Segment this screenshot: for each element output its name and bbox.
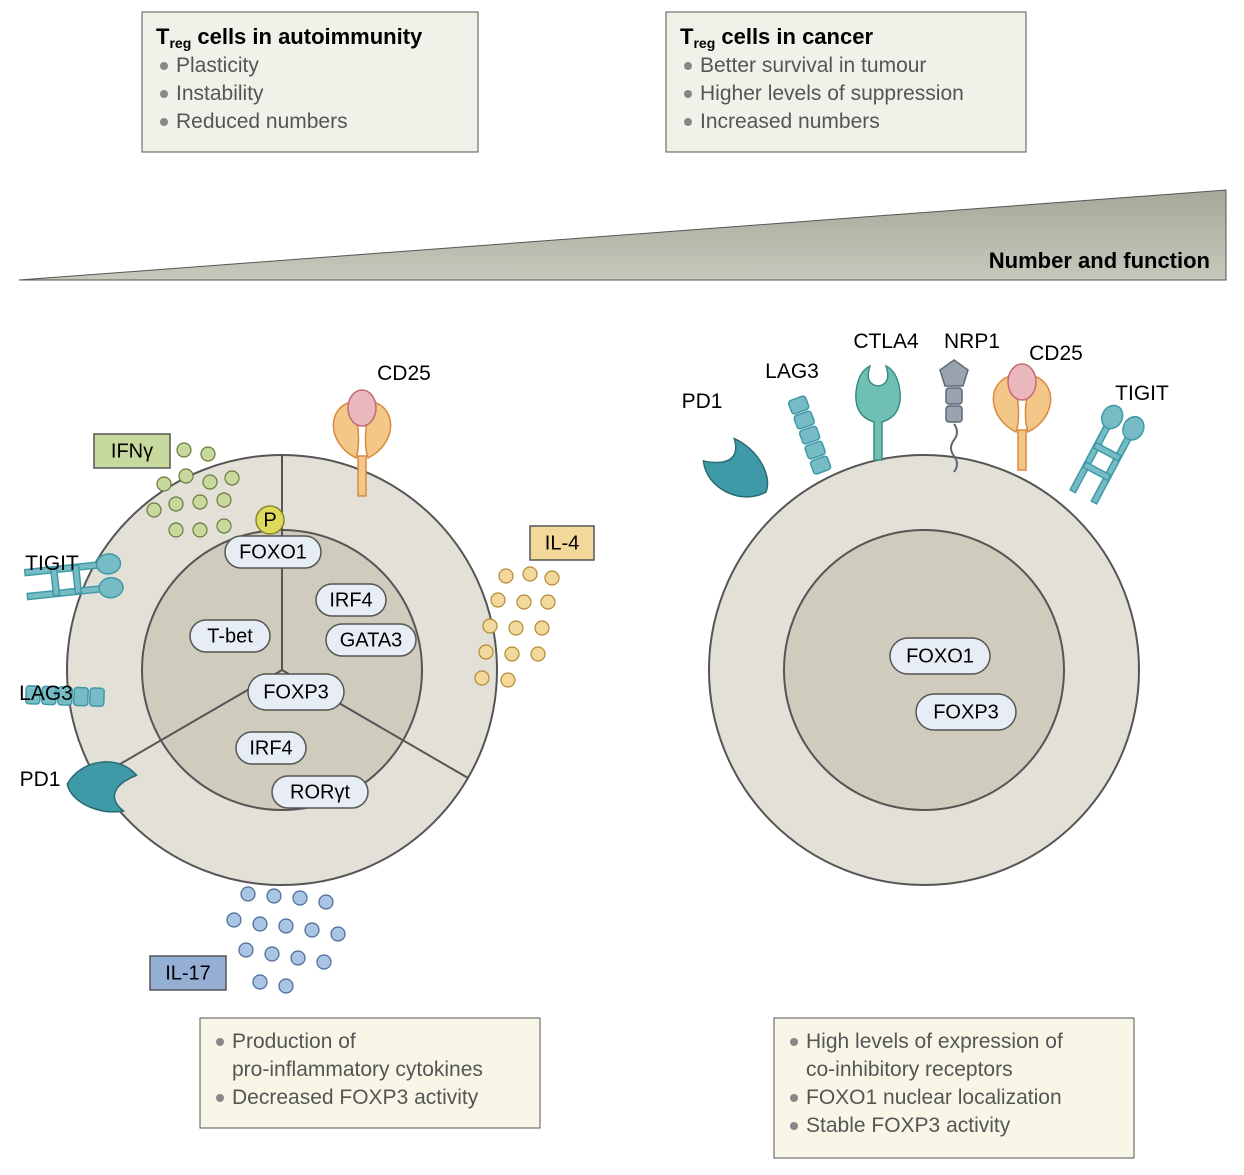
- info-item: Higher levels of suppression: [700, 82, 964, 105]
- protein-label: T-bet: [207, 625, 253, 647]
- pd1-label: PD1: [20, 768, 61, 791]
- cytokine-il17-dot: [227, 913, 241, 927]
- cytokine-il4-dot: [531, 647, 545, 661]
- summary-item: Stable FOXP3 activity: [806, 1114, 1011, 1137]
- cytokine-ifng-dot: [169, 523, 183, 537]
- cytokine-il4-dot: [541, 595, 555, 609]
- cytokine-il17-label: IL-17: [165, 962, 211, 984]
- tigit-label: TIGIT: [1115, 382, 1169, 405]
- summary-item: Production of: [232, 1030, 356, 1053]
- cd25-label: CD25: [1029, 342, 1083, 365]
- summary-item: Decreased FOXP3 activity: [232, 1086, 479, 1109]
- cytokine-ifng-dot: [201, 447, 215, 461]
- cytokine-il17-dot: [291, 951, 305, 965]
- info-item: Increased numbers: [700, 110, 880, 133]
- cytokine-ifng-label: IFNγ: [111, 440, 153, 462]
- cytokine-il4-dot: [545, 571, 559, 585]
- cytokine-ifng-dot: [179, 469, 193, 483]
- nrp1-label: NRP1: [944, 330, 1000, 353]
- cytokine-ifng-dot: [169, 497, 183, 511]
- cytokine-il17-dot: [305, 923, 319, 937]
- cytokine-ifng-dot: [225, 471, 239, 485]
- pd1-label: PD1: [682, 390, 723, 413]
- cytokine-il17-dot: [279, 979, 293, 993]
- cytokine-il17-dot: [253, 975, 267, 989]
- cytokine-il17-dot: [319, 895, 333, 909]
- cytokine-ifng-dot: [147, 503, 161, 517]
- cytokine-il4-dot: [483, 619, 497, 633]
- cytokine-il4-dot: [479, 645, 493, 659]
- cytokine-il17-dot: [267, 889, 281, 903]
- lag3-label: LAG3: [19, 682, 73, 705]
- bullet: [160, 90, 168, 98]
- cytokine-ifng-dot: [193, 495, 207, 509]
- cytokine-ifng-dot: [193, 523, 207, 537]
- bullet: [684, 62, 692, 70]
- info-item: Plasticity: [176, 54, 259, 77]
- summary-item: pro-inflammatory cytokines: [232, 1058, 483, 1081]
- cytokine-il4-dot: [523, 567, 537, 581]
- cytokine-il4-dot: [499, 569, 513, 583]
- tigit-label: TIGIT: [25, 552, 79, 575]
- cytokine-ifng-dot: [217, 519, 231, 533]
- cytokine-il4-dot: [501, 673, 515, 687]
- info-item: Reduced numbers: [176, 110, 348, 133]
- protein-label: FOXP3: [933, 701, 999, 723]
- protein-label: GATA3: [340, 629, 403, 651]
- summary-item: High levels of expression of: [806, 1030, 1063, 1053]
- cd25-label: CD25: [377, 362, 431, 385]
- cytokine-il17-dot: [265, 947, 279, 961]
- info-item: Better survival in tumour: [700, 54, 926, 77]
- cytokine-il4-dot: [517, 595, 531, 609]
- cytokine-il17-dot: [239, 943, 253, 957]
- summary-item: FOXO1 nuclear localization: [806, 1086, 1062, 1109]
- cytokine-il17-dot: [293, 891, 307, 905]
- svg-text:P: P: [263, 509, 276, 531]
- cytokine-ifng-dot: [177, 443, 191, 457]
- cytokine-il17-dot: [241, 887, 255, 901]
- bullet: [684, 118, 692, 126]
- protein-label: FOXO1: [239, 541, 307, 563]
- cytokine-il17-dot: [331, 927, 345, 941]
- cytokine-ifng-dot: [203, 475, 217, 489]
- protein-label: IRF4: [249, 737, 292, 759]
- cytokine-il17-dot: [317, 955, 331, 969]
- cytokine-il4-label: IL-4: [545, 532, 579, 554]
- cytokine-il4-dot: [509, 621, 523, 635]
- cytokine-il4-dot: [491, 593, 505, 607]
- protein-label: FOXO1: [906, 645, 974, 667]
- cytokine-il4-dot: [505, 647, 519, 661]
- info-item: Instability: [176, 82, 264, 105]
- cytokine-ifng-dot: [217, 493, 231, 507]
- bullet: [684, 90, 692, 98]
- cytokine-ifng-dot: [157, 477, 171, 491]
- bullet: [160, 118, 168, 126]
- lag3-label: LAG3: [765, 360, 819, 383]
- bullet: [160, 62, 168, 70]
- wedge-label: Number and function: [989, 248, 1210, 273]
- protein-label: FOXP3: [263, 681, 329, 703]
- protein-label: IRF4: [329, 589, 372, 611]
- ctla4-label: CTLA4: [853, 330, 919, 353]
- cytokine-il17-dot: [253, 917, 267, 931]
- cytokine-il4-dot: [535, 621, 549, 635]
- summary-item: co-inhibitory receptors: [806, 1058, 1013, 1081]
- cytokine-il4-dot: [475, 671, 489, 685]
- svg-text:Treg cells in autoimmunity: Treg cells in autoimmunity: [156, 24, 423, 51]
- cytokine-il17-dot: [279, 919, 293, 933]
- protein-label: RORγt: [290, 781, 350, 803]
